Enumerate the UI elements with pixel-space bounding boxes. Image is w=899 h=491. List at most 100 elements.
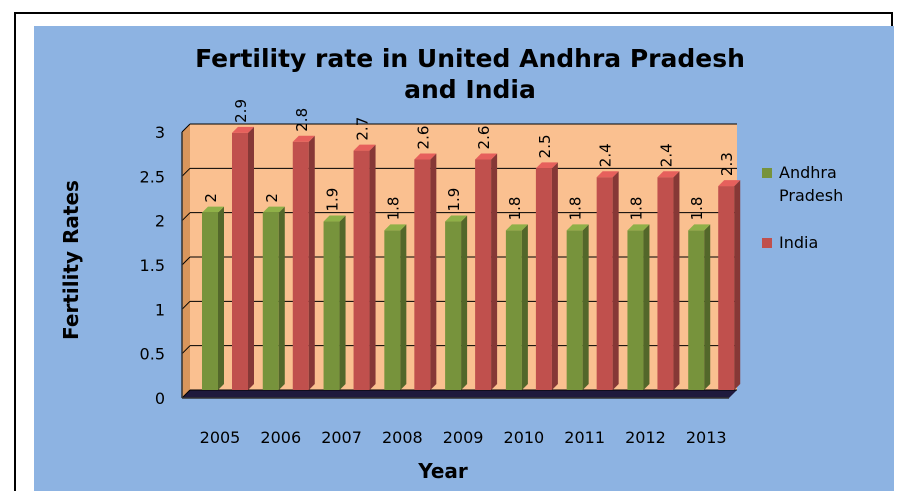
gridline-side	[181, 345, 191, 355]
bar-andhra-pradesh	[688, 230, 705, 390]
gridline-side	[181, 389, 191, 399]
bar-side	[551, 162, 558, 390]
bar-top	[202, 206, 224, 213]
bar-side	[308, 135, 315, 390]
data-label: 2.5	[536, 134, 554, 158]
bar-side	[339, 215, 346, 390]
chart-title: Fertility rate in United Andhra Pradesh	[195, 44, 745, 73]
bar-india	[535, 168, 552, 390]
bar-andhra-pradesh	[505, 230, 522, 390]
bar-top	[505, 224, 528, 231]
bar-top	[323, 215, 346, 222]
gridline-side	[181, 123, 191, 133]
bar-top	[657, 171, 680, 178]
bar-top	[232, 126, 254, 133]
bar-side	[430, 153, 437, 390]
legend-label: Pradesh	[779, 186, 843, 205]
bar-top	[384, 224, 407, 231]
x-tick-label: 2012	[625, 428, 666, 447]
bar-india	[414, 159, 431, 390]
bar-andhra-pradesh	[384, 230, 401, 390]
bar-side	[400, 224, 407, 390]
data-label: 1.8	[567, 197, 585, 221]
data-label: 2.4	[657, 143, 675, 167]
bar-top	[353, 144, 376, 151]
x-tick-label: 2007	[321, 428, 362, 447]
gridline-side	[181, 167, 191, 177]
data-label: 2.8	[293, 108, 311, 132]
bar-top	[475, 153, 498, 160]
data-label: 1.8	[384, 197, 402, 221]
data-label: 2.6	[475, 126, 493, 150]
x-tick-label: 2009	[443, 428, 484, 447]
bar-side	[582, 224, 589, 390]
data-label: 2.7	[354, 117, 372, 141]
x-tick-label: 2006	[260, 428, 301, 447]
bar-side	[612, 171, 619, 390]
bar-india	[353, 150, 370, 390]
legend-label: Andhra	[779, 163, 837, 182]
bar-side	[673, 171, 680, 390]
bar-top	[718, 180, 741, 187]
bar-side	[278, 206, 285, 390]
gridline-side	[181, 212, 191, 222]
bar-side	[643, 224, 650, 390]
data-label: 2.6	[414, 126, 432, 150]
bar-top	[292, 135, 315, 142]
bar-india	[718, 186, 735, 390]
bar-side	[521, 224, 528, 390]
bar-side	[491, 153, 498, 390]
gridline-side	[181, 256, 191, 266]
y-tick-label: 2.5	[140, 167, 165, 186]
bar-top	[262, 206, 285, 213]
x-tick-label: 2011	[564, 428, 605, 447]
bar-andhra-pradesh	[445, 221, 462, 390]
bar-andhra-pradesh	[262, 212, 279, 390]
legend-swatch	[762, 238, 772, 248]
bar-india	[475, 159, 492, 390]
bar-india	[657, 177, 674, 390]
bar-top	[566, 224, 589, 231]
bar-side	[704, 224, 711, 390]
x-tick-label: 2005	[200, 428, 241, 447]
bar-andhra-pradesh	[323, 221, 340, 390]
data-label: 2.4	[597, 143, 615, 167]
bar-andhra-pradesh	[627, 230, 644, 390]
y-tick-label: 0.5	[140, 345, 165, 364]
bar-top	[535, 162, 558, 169]
data-label: 2.3	[718, 152, 736, 176]
x-axis-title: Year	[417, 459, 468, 483]
bar-side	[369, 144, 376, 390]
data-label: 1.9	[445, 188, 463, 212]
x-tick-label: 2008	[382, 428, 423, 447]
data-label: 1.9	[324, 188, 342, 212]
y-tick-label: 3	[155, 123, 165, 142]
y-tick-label: 1.5	[140, 256, 165, 275]
bar-andhra-pradesh	[202, 212, 218, 390]
x-tick-label: 2010	[504, 428, 545, 447]
y-tick-label: 1	[155, 300, 165, 319]
data-label: 1.8	[506, 197, 524, 221]
bar-top	[688, 224, 711, 231]
y-axis-title: Fertility Rates	[59, 180, 83, 340]
data-label: 2.9	[232, 99, 250, 123]
bar-top	[445, 215, 468, 222]
legend-swatch	[762, 168, 772, 178]
legend-label: India	[779, 233, 818, 252]
bar-side	[734, 180, 741, 390]
bar-andhra-pradesh	[566, 230, 583, 390]
data-label: 1.8	[627, 197, 645, 221]
bar-top	[596, 171, 619, 178]
bar-india	[292, 141, 309, 390]
bar-india	[596, 177, 613, 390]
x-tick-label: 2013	[686, 428, 727, 447]
plot-floor	[182, 390, 737, 398]
bar-side	[248, 126, 254, 390]
gridline-side	[181, 300, 191, 310]
bar-top	[627, 224, 650, 231]
data-label: 2	[263, 193, 281, 203]
data-label: 2	[202, 193, 220, 203]
bar-side	[461, 215, 468, 390]
y-tick-label: 2	[155, 212, 165, 231]
